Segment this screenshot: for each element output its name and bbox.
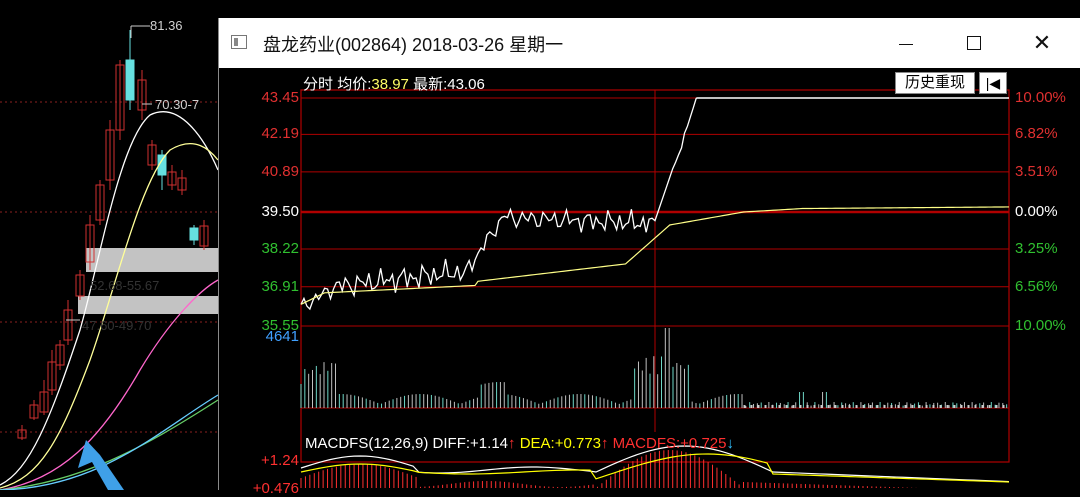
intraday-header: 分时 均价:38.97 最新:43.06 xyxy=(303,73,485,94)
price-axis-label: 43.45 xyxy=(261,89,299,106)
maximize-icon xyxy=(967,36,981,50)
close-icon: ✕ xyxy=(1032,30,1052,55)
kline-candles xyxy=(17,30,209,440)
annotation-arrow xyxy=(78,440,124,490)
percent-axis-label: 6.82% xyxy=(1015,125,1058,143)
price-axis-label: 36.91 xyxy=(261,277,299,295)
kline-candle xyxy=(157,150,167,190)
maximize-button[interactable] xyxy=(941,18,1007,68)
window-title: 盘龙药业(002864) 2018-03-26 星期一 xyxy=(263,35,564,55)
history-replay-button[interactable]: 历史重现 xyxy=(895,72,975,94)
price-zone-lower xyxy=(78,296,218,314)
diff-label: DIFF: xyxy=(432,435,471,452)
minimize-button[interactable] xyxy=(873,18,939,68)
kline-candle xyxy=(125,30,135,110)
percent-axis-label: 3.51% xyxy=(1015,162,1058,180)
macdfs-down-arrow-icon: ↓ xyxy=(726,435,734,452)
kline-candle xyxy=(47,350,57,395)
close-button[interactable]: ✕ xyxy=(1009,18,1075,68)
intraday-chart-area[interactable]: 分时 均价:38.97 最新:43.06 历史重现 |◀ 43.45 42.19 4… xyxy=(219,68,1080,497)
latest-price-value: 43.06 xyxy=(447,76,485,93)
kline-candle xyxy=(105,120,115,190)
macd-header: MACDFS(12,26,9) DIFF:+1.14↑ DEA:+0.773↑ … xyxy=(305,435,734,452)
price-zone-upper xyxy=(86,248,218,272)
kline-zone-label-upper: 52.68-55.67 xyxy=(90,278,160,293)
price-axis-label: 38.22 xyxy=(261,239,299,257)
kline-candle xyxy=(55,340,65,370)
dea-line xyxy=(300,453,1010,483)
volume-bars xyxy=(300,328,1008,408)
kline-candle xyxy=(167,165,177,190)
kline-candle xyxy=(17,425,27,440)
title-bar[interactable]: 盘龙药业(002864) 2018-03-26 星期一 ✕ xyxy=(219,18,1080,68)
percent-axis-label: 10.00% xyxy=(1015,89,1066,106)
kline-zone-label-lower: 47.60-49.70 xyxy=(82,318,152,333)
dea-value: +0.773 xyxy=(554,435,601,452)
kline-candle xyxy=(115,60,125,140)
price-line xyxy=(300,97,697,311)
diff-value: +1.14 xyxy=(470,435,509,452)
macd-label: MACDFS(12,26,9) xyxy=(305,435,429,452)
back-button[interactable]: |◀ xyxy=(979,72,1007,94)
kline-candle xyxy=(199,220,209,250)
price-axis-label: 35.55 xyxy=(261,317,299,334)
macd-axis-bottom: +0.476 xyxy=(252,480,299,497)
minimize-icon xyxy=(899,43,913,45)
kline-candle xyxy=(75,270,85,300)
moving-averages xyxy=(0,111,219,490)
volume-tail-dots xyxy=(743,405,1005,408)
percent-axis-label: 10.00% xyxy=(1015,317,1066,334)
macd-axis-top: +1.24 xyxy=(261,452,299,469)
kline-candle xyxy=(137,70,147,120)
volume-axis-label: 4641 xyxy=(265,328,299,345)
kline-ma-label: 70.30-7 xyxy=(155,97,200,112)
kline-candle xyxy=(29,400,39,420)
kline-candle xyxy=(177,170,187,195)
intraday-window: 盘龙药业(002864) 2018-03-26 星期一 ✕ 分时 均价:38.9… xyxy=(218,18,1080,497)
avg-price-value: 38.97 xyxy=(371,76,409,93)
latest-price-label: 最新: xyxy=(413,76,448,93)
price-axis-label: 42.19 xyxy=(261,125,299,143)
kline-candle xyxy=(95,180,105,225)
diff-up-arrow-icon: ↑ xyxy=(508,435,516,452)
dea-label: DEA: xyxy=(519,435,555,452)
kline-candle xyxy=(85,215,95,270)
kline-candle xyxy=(189,225,199,245)
app-icon xyxy=(231,35,247,49)
avg-price-label: 均价: xyxy=(337,76,372,93)
arrow-left-bar-icon: |◀ xyxy=(985,74,1001,91)
percent-axis-label: 3.25% xyxy=(1015,239,1058,257)
kline-candle xyxy=(63,300,73,345)
macdfs-label: MACDFS: xyxy=(612,435,681,452)
macd-chart xyxy=(300,445,1010,488)
kline-candle xyxy=(39,380,49,415)
percent-axis-label: 6.56% xyxy=(1015,277,1058,295)
price-axis-label: 39.50 xyxy=(261,203,299,220)
kline-candle xyxy=(147,140,157,170)
average-price-line xyxy=(300,206,1010,305)
kline-grid xyxy=(0,101,218,433)
price-axis-label: 40.89 xyxy=(261,162,299,180)
macdfs-value: +0.725 xyxy=(680,435,727,452)
intraday-chart[interactable] xyxy=(219,68,1080,490)
mode-label: 分时 xyxy=(303,76,334,93)
dea-up-arrow-icon: ↑ xyxy=(601,435,609,452)
percent-axis-label: 0.00% xyxy=(1015,203,1058,220)
kline-high-label: 81.36 xyxy=(150,18,183,33)
